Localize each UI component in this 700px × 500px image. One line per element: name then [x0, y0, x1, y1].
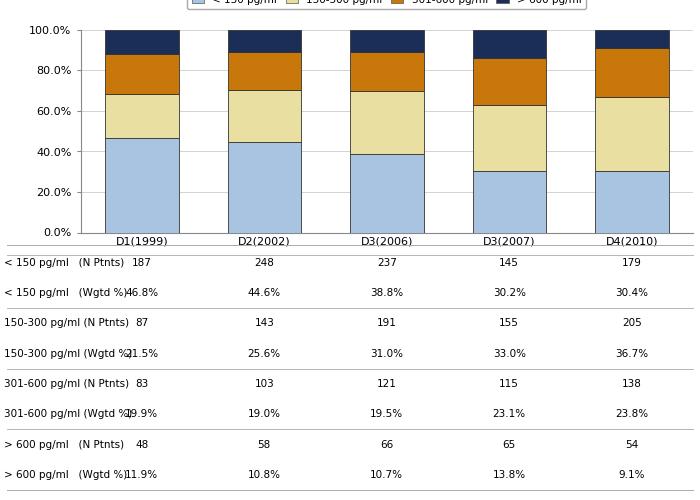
- Text: 187: 187: [132, 258, 152, 268]
- Bar: [595, 96, 668, 171]
- Bar: [595, 30, 668, 48]
- Bar: [350, 30, 424, 52]
- Text: 87: 87: [135, 318, 148, 328]
- Text: < 150 pg/ml   (Wgtd %): < 150 pg/ml (Wgtd %): [4, 288, 127, 298]
- Text: 58: 58: [258, 440, 271, 450]
- Text: 121: 121: [377, 379, 397, 389]
- Bar: [105, 94, 178, 138]
- Text: 46.8%: 46.8%: [125, 288, 158, 298]
- Text: 150-300 pg/ml (N Ptnts): 150-300 pg/ml (N Ptnts): [4, 318, 129, 328]
- Text: 48: 48: [135, 440, 148, 450]
- Text: 150-300 pg/ml (Wgtd %): 150-300 pg/ml (Wgtd %): [4, 348, 132, 358]
- Bar: [228, 30, 301, 52]
- Bar: [228, 90, 301, 142]
- Text: 237: 237: [377, 258, 397, 268]
- Bar: [473, 30, 546, 58]
- Text: 115: 115: [499, 379, 519, 389]
- Text: 21.5%: 21.5%: [125, 348, 158, 358]
- Text: 36.7%: 36.7%: [615, 348, 648, 358]
- Text: 301-600 pg/ml (N Ptnts): 301-600 pg/ml (N Ptnts): [4, 379, 129, 389]
- Text: 145: 145: [499, 258, 519, 268]
- Text: 25.6%: 25.6%: [248, 348, 281, 358]
- Text: 103: 103: [254, 379, 274, 389]
- Legend: < 150 pg/ml, 150-300 pg/ml, 301-600 pg/ml, > 600 pg/ml: < 150 pg/ml, 150-300 pg/ml, 301-600 pg/m…: [188, 0, 586, 9]
- Bar: [350, 154, 424, 232]
- Bar: [228, 52, 301, 90]
- Text: 19.0%: 19.0%: [248, 409, 281, 419]
- Text: 179: 179: [622, 258, 642, 268]
- Text: 23.8%: 23.8%: [615, 409, 648, 419]
- Text: 83: 83: [135, 379, 148, 389]
- Bar: [105, 30, 178, 54]
- Bar: [473, 58, 546, 104]
- Text: 30.4%: 30.4%: [615, 288, 648, 298]
- Bar: [105, 138, 178, 232]
- Text: 10.8%: 10.8%: [248, 470, 281, 480]
- Text: 31.0%: 31.0%: [370, 348, 403, 358]
- Text: 66: 66: [380, 440, 393, 450]
- Text: 19.9%: 19.9%: [125, 409, 158, 419]
- Text: 10.7%: 10.7%: [370, 470, 403, 480]
- Bar: [350, 52, 424, 91]
- Text: 65: 65: [503, 440, 516, 450]
- Text: 30.2%: 30.2%: [493, 288, 526, 298]
- Text: 11.9%: 11.9%: [125, 470, 158, 480]
- Bar: [595, 171, 668, 232]
- Text: 13.8%: 13.8%: [493, 470, 526, 480]
- Bar: [595, 48, 668, 96]
- Text: < 150 pg/ml   (N Ptnts): < 150 pg/ml (N Ptnts): [4, 258, 124, 268]
- Text: > 600 pg/ml   (N Ptnts): > 600 pg/ml (N Ptnts): [4, 440, 124, 450]
- Text: 138: 138: [622, 379, 642, 389]
- Text: 155: 155: [499, 318, 519, 328]
- Bar: [473, 104, 546, 172]
- Bar: [105, 54, 178, 94]
- Text: 23.1%: 23.1%: [493, 409, 526, 419]
- Text: 9.1%: 9.1%: [619, 470, 645, 480]
- Text: 19.5%: 19.5%: [370, 409, 403, 419]
- Text: 205: 205: [622, 318, 642, 328]
- Text: 301-600 pg/ml (Wgtd %): 301-600 pg/ml (Wgtd %): [4, 409, 132, 419]
- Bar: [228, 142, 301, 233]
- Text: 33.0%: 33.0%: [493, 348, 526, 358]
- Text: 191: 191: [377, 318, 397, 328]
- Text: 143: 143: [254, 318, 274, 328]
- Bar: [473, 172, 546, 232]
- Bar: [350, 91, 424, 154]
- Text: > 600 pg/ml   (Wgtd %): > 600 pg/ml (Wgtd %): [4, 470, 127, 480]
- Text: 54: 54: [625, 440, 638, 450]
- Text: 248: 248: [254, 258, 274, 268]
- Text: 38.8%: 38.8%: [370, 288, 403, 298]
- Text: 44.6%: 44.6%: [248, 288, 281, 298]
